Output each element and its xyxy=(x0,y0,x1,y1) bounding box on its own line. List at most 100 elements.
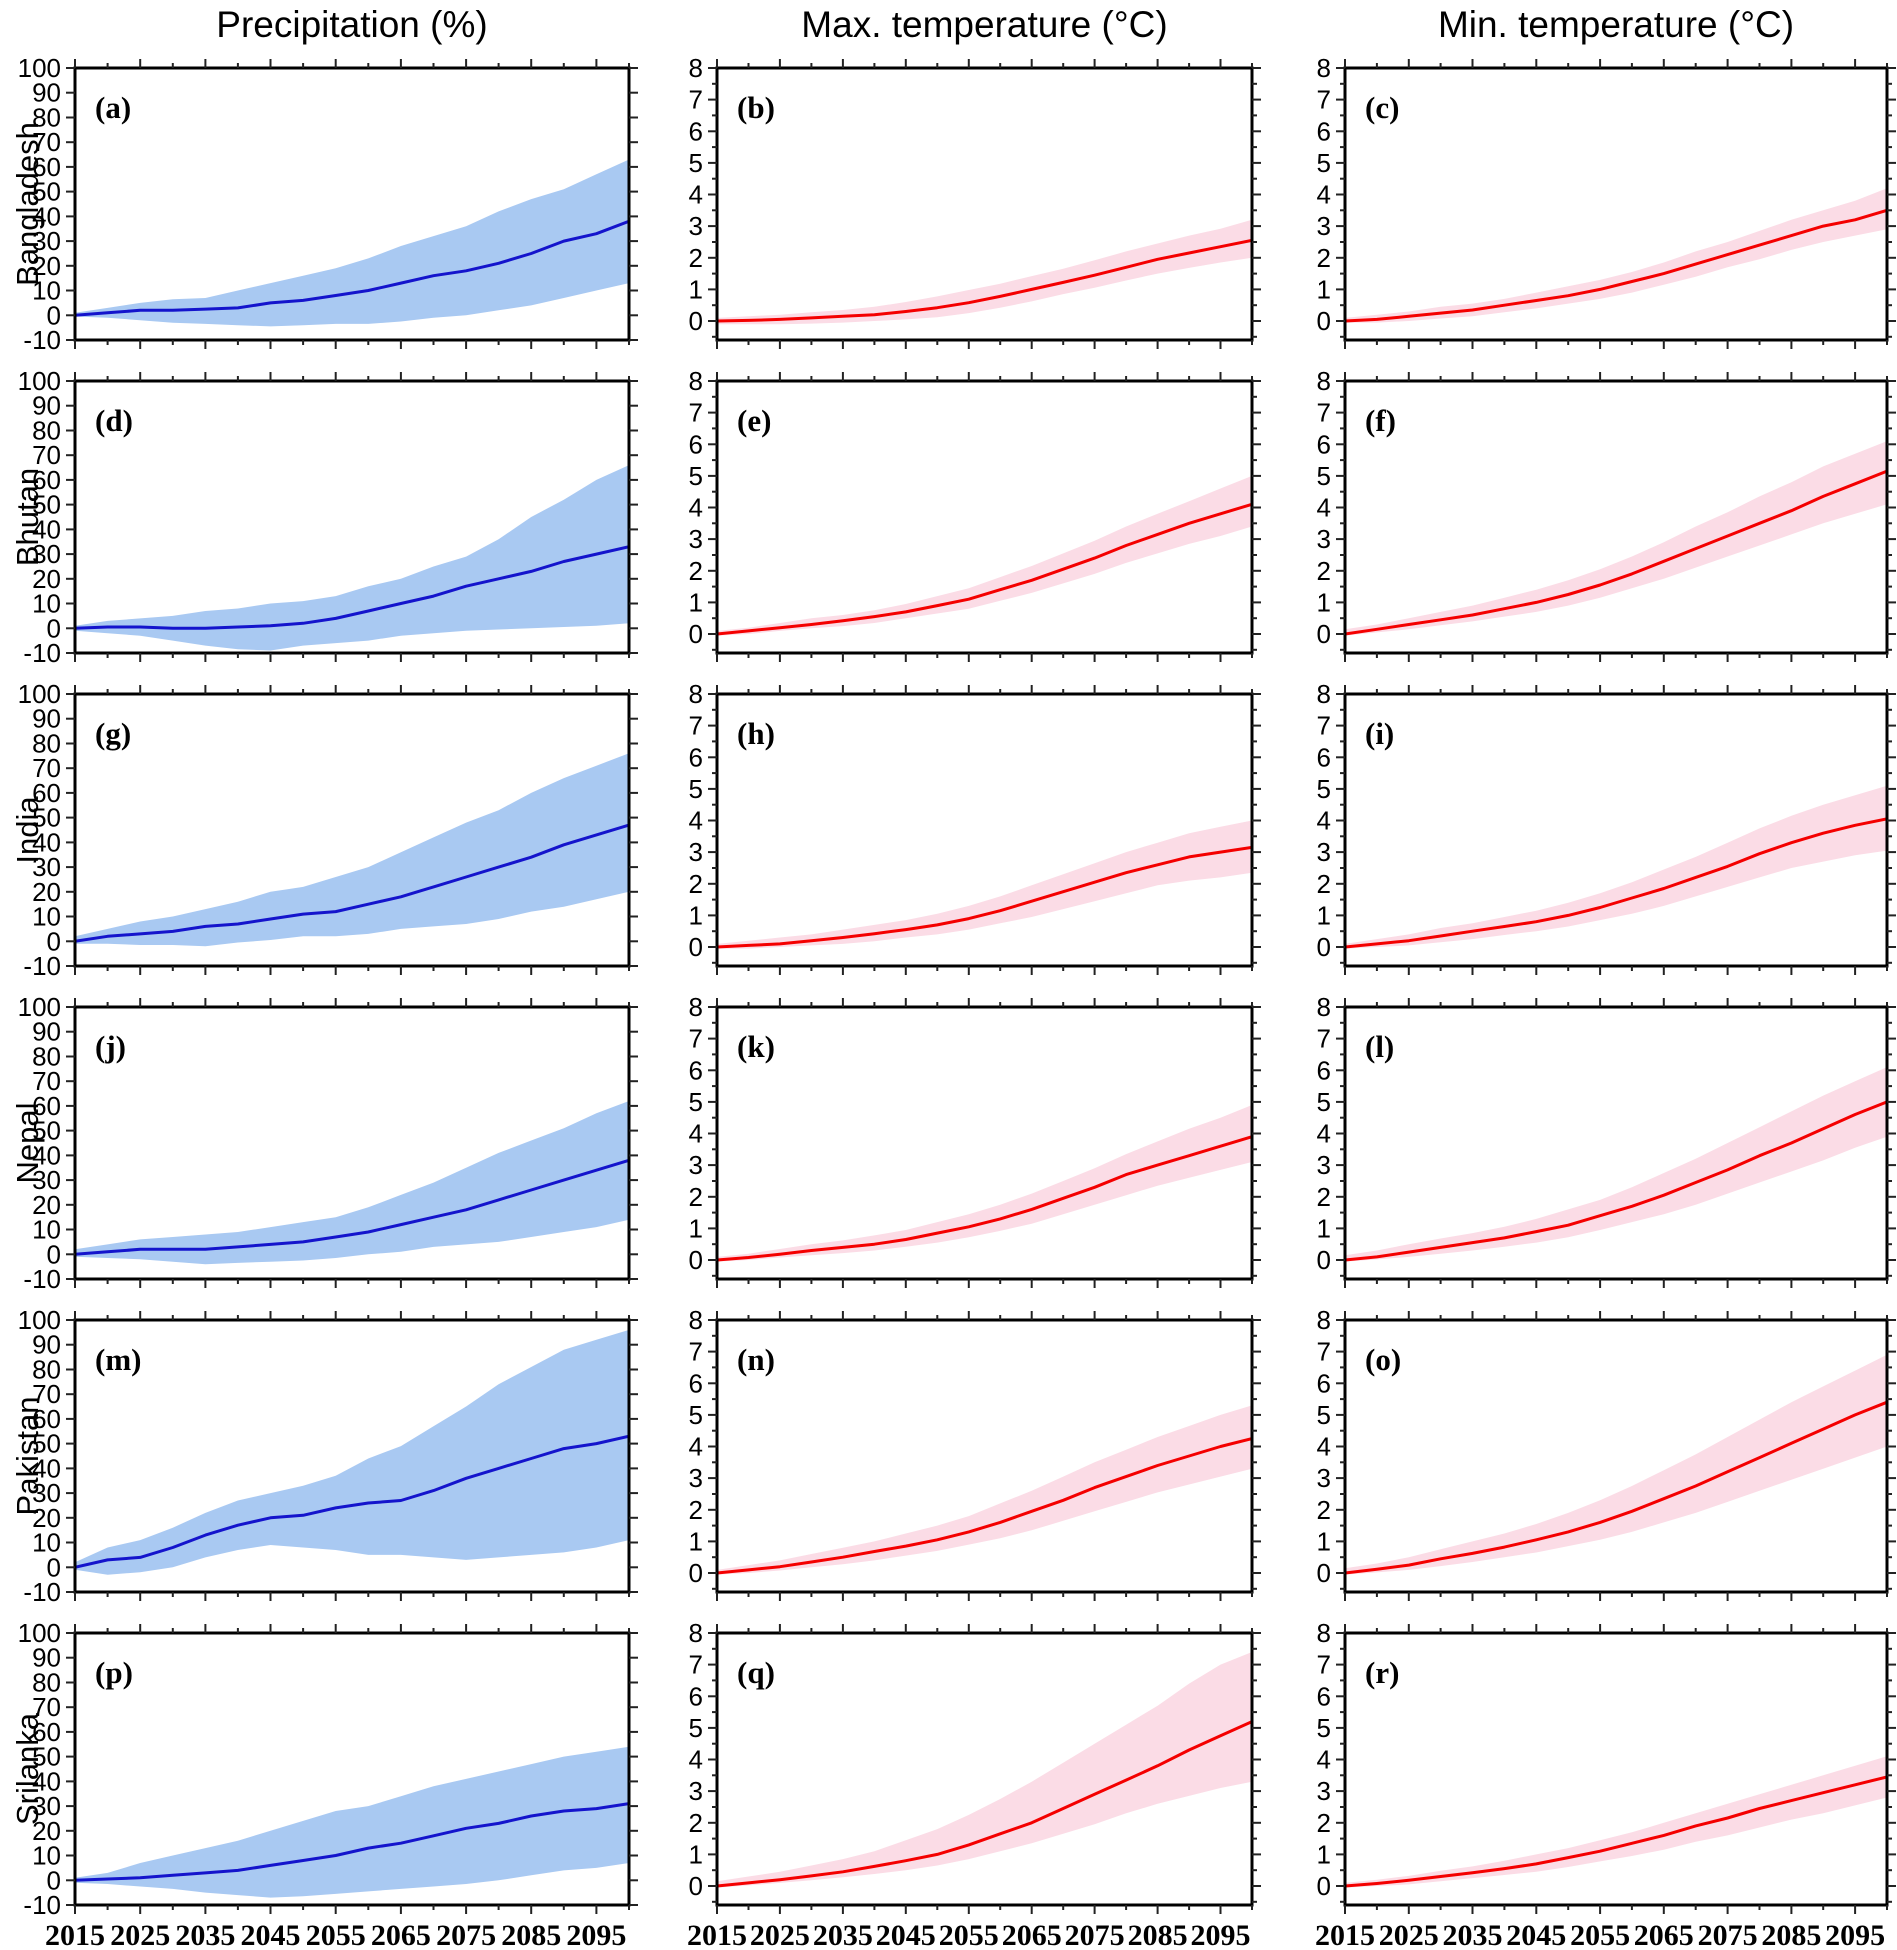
y-tick-label: 80 xyxy=(32,1041,61,1071)
panel-frame xyxy=(715,1318,1254,1594)
y-tick-label: 6 xyxy=(689,742,703,772)
column-title-max-temperature: Max. temperature (°C) xyxy=(801,4,1168,45)
y-tick-label: 8 xyxy=(689,679,703,709)
y-tick-label: 100 xyxy=(18,992,61,1022)
median-line xyxy=(75,823,629,943)
y-tick-label: 80 xyxy=(32,728,61,758)
y-tick-label: 3 xyxy=(1317,837,1331,867)
axis-ticks xyxy=(66,685,638,975)
y-tick-label: 20 xyxy=(32,251,61,281)
y-tick-label: 0 xyxy=(689,1558,703,1588)
y-tick-label: -10 xyxy=(23,325,61,355)
y-tick-label: 6 xyxy=(689,1368,703,1398)
y-tick-label: 50 xyxy=(32,177,61,207)
y-tick-label: 4 xyxy=(689,806,703,836)
y-tick-label: 3 xyxy=(689,1776,703,1806)
y-tick-label: 1 xyxy=(1317,274,1331,304)
y-tick-label: 5 xyxy=(689,1087,703,1117)
y-tick-label: -10 xyxy=(23,1890,61,1920)
uncertainty-band xyxy=(75,1746,629,1898)
y-tick-label: 60 xyxy=(32,1717,61,1747)
uncertainty-band xyxy=(1345,1354,1887,1575)
y-tick-label: 90 xyxy=(32,391,61,421)
axis-ticks xyxy=(66,59,638,349)
y-tick-label: 0 xyxy=(47,1239,61,1269)
panel-letter: (j) xyxy=(95,1029,126,1064)
x-tick-label: 2015 xyxy=(1315,1919,1375,1950)
y-tick-label: 3 xyxy=(1317,1463,1331,1493)
y-tick-label: 30 xyxy=(32,1791,61,1821)
y-tick-label: 1 xyxy=(689,900,703,930)
y-tick-label: 6 xyxy=(689,1055,703,1085)
y-tick-label: 3 xyxy=(689,211,703,241)
y-tick-label: 50 xyxy=(32,490,61,520)
uncertainty-band xyxy=(717,820,1252,949)
y-tick-label: 2 xyxy=(689,1808,703,1838)
y-tick-label: 50 xyxy=(32,1116,61,1146)
y-tick-label: 2 xyxy=(1317,556,1331,586)
median-line xyxy=(717,502,1252,636)
row-label-nepal: Nepal xyxy=(10,1102,45,1184)
panel-frame xyxy=(1343,66,1889,342)
x-tick-label: 2085 xyxy=(1128,1919,1188,1950)
axis-ticks xyxy=(1336,998,1896,1288)
x-tick-label: 2025 xyxy=(1379,1919,1439,1950)
y-tick-label: 5 xyxy=(1317,1713,1331,1743)
y-tick-label: 40 xyxy=(32,827,61,857)
y-tick-label: 30 xyxy=(32,852,61,882)
median-line xyxy=(717,238,1252,323)
y-tick-label: 60 xyxy=(32,465,61,495)
x-tick-label: 2035 xyxy=(813,1919,873,1950)
y-tick-label: 7 xyxy=(1317,711,1331,741)
panel-frame xyxy=(715,692,1254,968)
y-tick-label: 90 xyxy=(32,1330,61,1360)
y-tick-label: 70 xyxy=(32,127,61,157)
x-tick-label: 2085 xyxy=(1761,1919,1821,1950)
y-tick-label: 30 xyxy=(32,1478,61,1508)
panel-frame xyxy=(73,692,631,968)
panel-frame xyxy=(715,379,1254,655)
y-tick-label: 4 xyxy=(1317,1432,1331,1462)
y-tick-label: 0 xyxy=(689,1871,703,1901)
y-tick-label: 20 xyxy=(32,1190,61,1220)
y-tick-label: 1 xyxy=(689,587,703,617)
y-tick-label: 2 xyxy=(1317,1182,1331,1212)
y-tick-label: 60 xyxy=(32,152,61,182)
median-line xyxy=(717,1135,1252,1262)
y-tick-label: 6 xyxy=(1317,742,1331,772)
axis-ticks xyxy=(1336,1311,1896,1601)
y-tick-label: 2 xyxy=(689,1495,703,1525)
y-tick-label: 5 xyxy=(689,774,703,804)
y-tick-label: 4 xyxy=(1317,1119,1331,1149)
y-tick-label: 4 xyxy=(1317,806,1331,836)
uncertainty-band xyxy=(1345,1067,1887,1262)
median-line xyxy=(1345,1775,1887,1888)
uncertainty-band xyxy=(717,475,1252,636)
median-line xyxy=(75,1802,629,1882)
axis-ticks xyxy=(66,998,638,1288)
y-tick-label: 8 xyxy=(1317,679,1331,709)
panel-frame xyxy=(1343,1005,1889,1281)
x-tick-label: 2045 xyxy=(1506,1919,1566,1950)
panel-letter: (p) xyxy=(95,1655,133,1690)
axis-ticks xyxy=(708,685,1261,975)
y-tick-label: 8 xyxy=(689,366,703,396)
x-tick-label: 2075 xyxy=(1698,1919,1758,1950)
y-tick-label: 30 xyxy=(32,226,61,256)
median-line xyxy=(717,1437,1252,1575)
row-label-india: India xyxy=(10,796,45,864)
y-tick-label: 0 xyxy=(689,1245,703,1275)
y-tick-label: 0 xyxy=(689,306,703,336)
y-tick-label: 3 xyxy=(1317,1776,1331,1806)
